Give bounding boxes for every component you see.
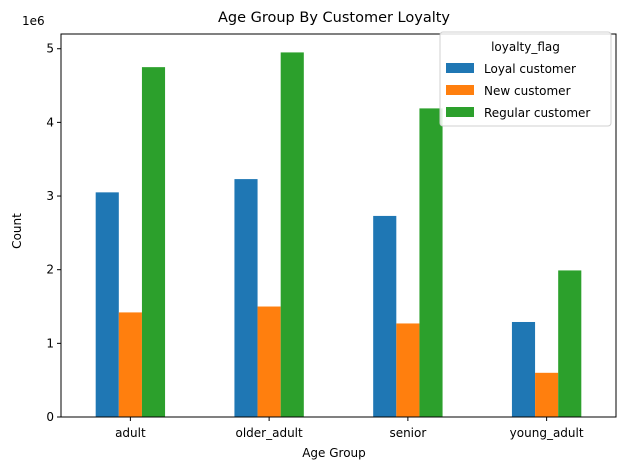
bar xyxy=(141,67,166,418)
bar xyxy=(373,215,397,417)
bar xyxy=(511,321,536,417)
y-tick-label: 5 xyxy=(46,42,54,56)
y-tick-label: 2 xyxy=(46,263,54,277)
bar xyxy=(535,372,559,417)
y-tick-label: 3 xyxy=(46,189,54,203)
y-tick-label: 4 xyxy=(46,115,54,129)
legend-swatch xyxy=(446,107,474,117)
legend-entry: New customer xyxy=(484,84,571,98)
legend-title: loyalty_flag xyxy=(491,40,560,54)
x-tick-label: adult xyxy=(115,426,146,440)
bar xyxy=(558,270,582,417)
y-tick-label: 0 xyxy=(46,410,54,424)
bar xyxy=(118,312,142,417)
axes-frame xyxy=(60,33,617,418)
bar xyxy=(234,179,258,417)
bar xyxy=(396,323,420,417)
bar xyxy=(257,306,281,417)
bar xyxy=(95,192,119,417)
legend: loyalty_flag Loyal customer New customer Re… xyxy=(439,31,612,127)
y-axis-offset-label: 1e6 xyxy=(22,14,45,28)
bar xyxy=(280,52,304,418)
legend-swatch xyxy=(446,63,474,73)
legend-box xyxy=(439,31,612,127)
chart-title: Age Group By Customer Loyalty xyxy=(218,10,450,26)
legend-swatch xyxy=(446,85,474,95)
x-axis-label: Age Group xyxy=(302,446,366,460)
bar xyxy=(419,108,443,417)
legend-entry: Regular customer xyxy=(484,106,590,120)
y-tick-label: 1 xyxy=(46,336,54,350)
x-tick-label: senior xyxy=(389,426,426,440)
legend-entry: Loyal customer xyxy=(484,62,576,76)
y-axis-label: Count xyxy=(10,213,24,249)
x-tick-label: young_adult xyxy=(510,426,584,440)
x-tick-label: older_adult xyxy=(236,426,304,440)
plot-area: adult older_adult senior young_adult 0 1 2 3 4 5 xyxy=(46,33,617,440)
